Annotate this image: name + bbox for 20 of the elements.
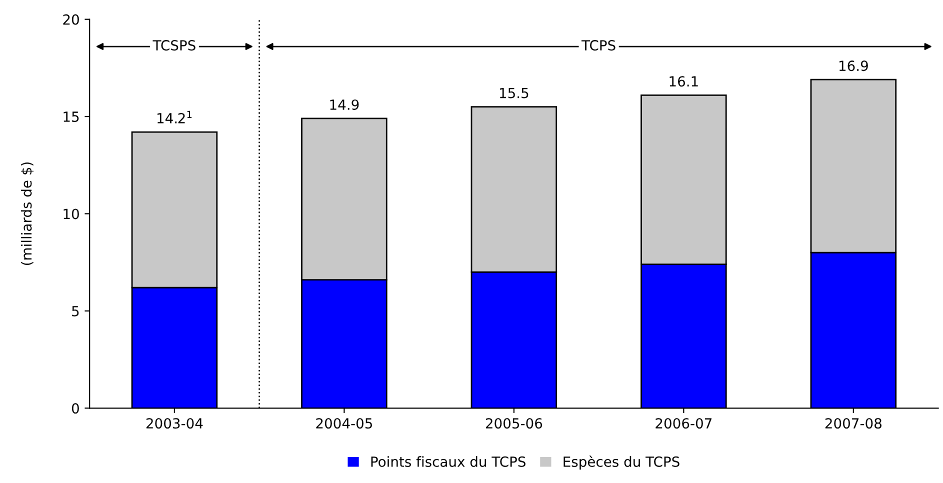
x-tick-label: 2004-05 — [316, 418, 372, 429]
y-tick-label: 0 — [72, 403, 79, 414]
y-tick-label: 5 — [72, 306, 79, 316]
total-label: 16.1 — [670, 76, 698, 87]
legend-label: Espèces du TCPS — [564, 456, 680, 470]
y-tick-label: 10 — [64, 208, 79, 220]
x-tick-label: 2007-08 — [825, 418, 882, 429]
x-tick-label: 2005-06 — [486, 418, 542, 429]
annotation: TCPS — [581, 40, 616, 51]
x-tick-label: 2006-07 — [656, 418, 712, 429]
y-tick-label: 15 — [64, 112, 79, 122]
x-tick-label: 2003-04 — [146, 418, 203, 429]
total-label: 15.5 — [500, 88, 528, 98]
y-axis-title: (milliards de $) — [20, 162, 34, 265]
total-label: 14.2$^{1}$ — [158, 110, 192, 124]
y-tick-label: 20 — [63, 14, 79, 25]
total-label: 16.9 — [839, 60, 868, 72]
total-label: 14.9 — [330, 99, 359, 110]
legend-label: Points fiscaux du TCPS — [371, 456, 526, 467]
annotation: TCSPS — [152, 40, 196, 51]
